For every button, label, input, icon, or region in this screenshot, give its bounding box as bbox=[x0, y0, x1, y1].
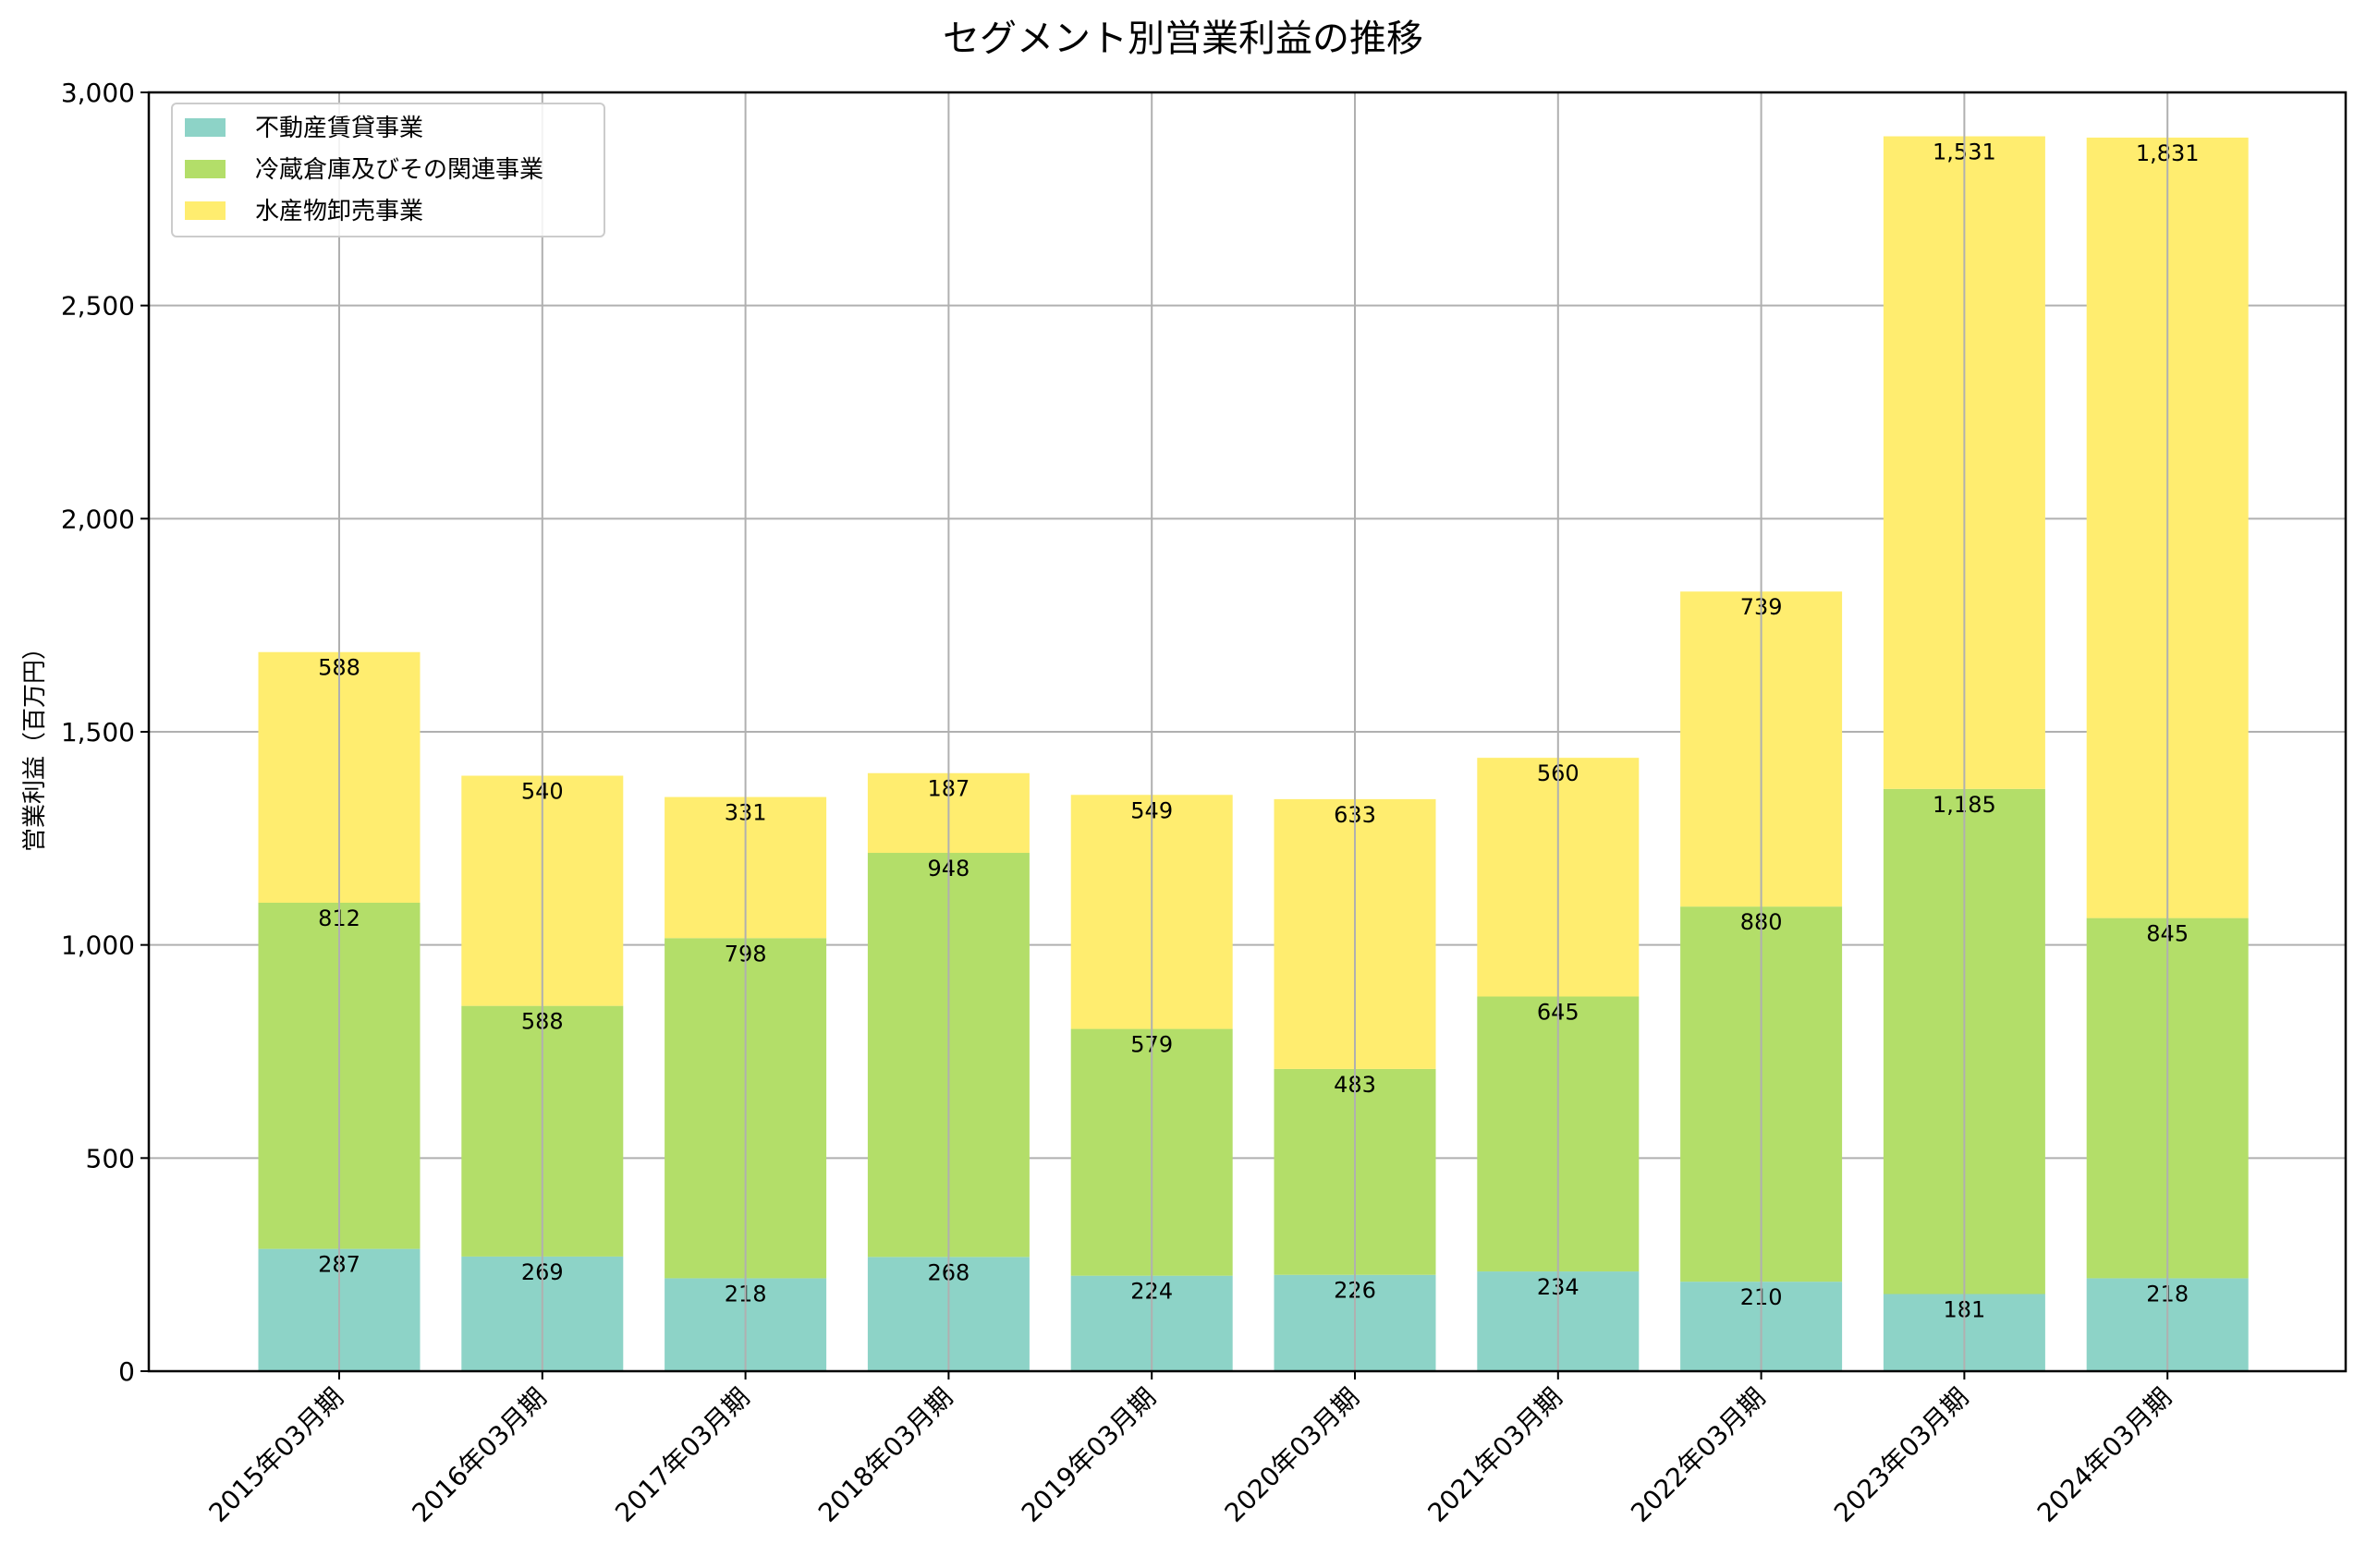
x-tick-label: 2021年03月期 bbox=[1421, 1382, 1567, 1528]
y-tick-label: 2,000 bbox=[61, 504, 135, 534]
y-tick-label: 0 bbox=[118, 1356, 135, 1387]
x-tick-label: 2024年03月期 bbox=[2031, 1382, 2177, 1528]
legend-label: 不動産賃貸事業 bbox=[255, 115, 423, 142]
x-tick-label: 2020年03月期 bbox=[1219, 1382, 1365, 1528]
legend-label: 冷蔵倉庫及びその関連事業 bbox=[255, 156, 543, 184]
x-tick-label: 2018年03月期 bbox=[812, 1382, 958, 1528]
x-tick-label: 2022年03月期 bbox=[1625, 1382, 1771, 1528]
x-tick-label: 2019年03月期 bbox=[1016, 1382, 1162, 1528]
x-ticks-layer: 2015年03月期 2016年03月期 2017年03月期 2018年03月期 2019… bbox=[203, 1371, 2177, 1528]
y-tick-label: 3,000 bbox=[61, 78, 135, 108]
legend-box bbox=[171, 103, 605, 237]
x-tick-label: 2015年03月期 bbox=[203, 1382, 349, 1528]
y-ticks-layer: 0 500 1,000 1,500 2,000 2,500 3,000 bbox=[61, 78, 149, 1387]
y-tick-label: 1,500 bbox=[61, 717, 135, 748]
vertical-grid-layer bbox=[338, 92, 2169, 1371]
legend-swatch bbox=[185, 160, 226, 178]
legend-swatch bbox=[185, 201, 226, 220]
y-axis-label: 営業利益（百万円） bbox=[21, 636, 49, 852]
y-tick-label: 1,000 bbox=[61, 930, 135, 961]
y-tick-label: 2,500 bbox=[61, 291, 135, 322]
y-tick-label: 500 bbox=[86, 1143, 135, 1173]
legend-swatch bbox=[185, 118, 226, 137]
bars-layer bbox=[258, 136, 2249, 1371]
legend-label: 水産物卸売事業 bbox=[255, 198, 423, 225]
chart-title: セグメント別営業利益の推移 bbox=[943, 18, 1423, 60]
x-tick-label: 2016年03月期 bbox=[406, 1382, 552, 1528]
x-tick-label: 2023年03月期 bbox=[1828, 1382, 1974, 1528]
x-tick-label: 2017年03月期 bbox=[609, 1382, 755, 1528]
